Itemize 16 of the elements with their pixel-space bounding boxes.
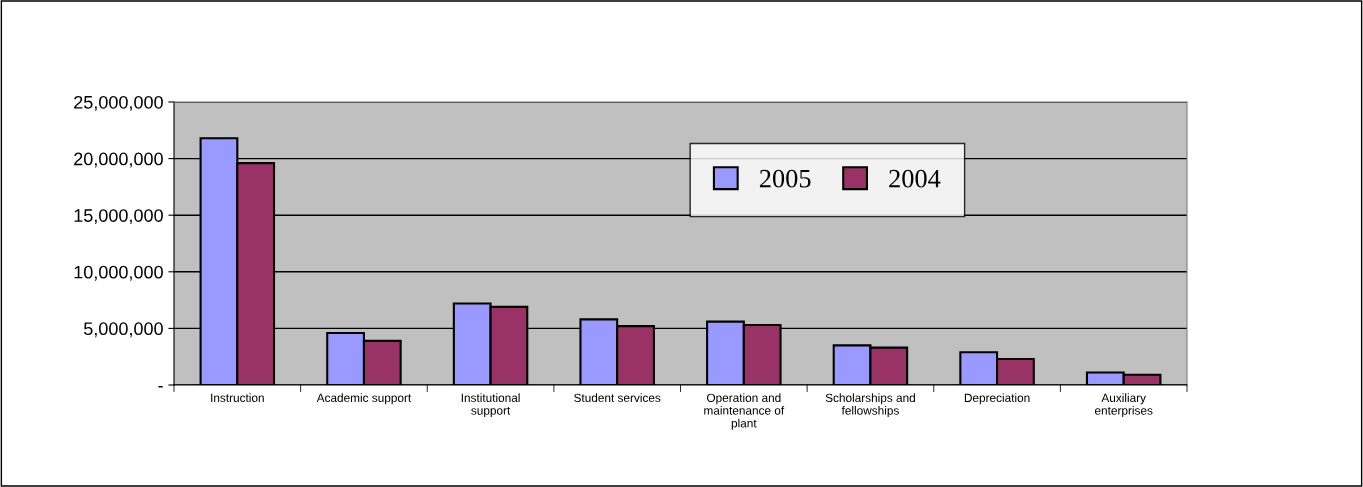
x-tick-label: Instruction (211, 393, 264, 402)
x-tick-label: Institutional support (461, 393, 520, 418)
x-tick-label: Student services (574, 393, 661, 402)
y-tick-label: 25,000,000 (74, 95, 163, 111)
x-tick-label: Auxiliary enterprises (1094, 393, 1153, 418)
y-tick-label: 20,000,000 (74, 152, 163, 168)
x-tick-label: Operation and maintenance of plant (704, 393, 785, 430)
x-tick-label: Scholarships and fellowships (825, 393, 915, 418)
y-tick-label: 5,000,000 (83, 322, 163, 338)
x-tick-label: Academic support (316, 393, 412, 405)
y-tick-label: 15,000,000 (74, 209, 163, 225)
x-tick-label: Depreciation (964, 393, 1030, 405)
legend-label: 2005 (759, 169, 811, 188)
y-tick-label: - (158, 386, 163, 388)
y-tick-label: 10,000,000 (74, 265, 163, 281)
legend-label: 2004 (889, 169, 941, 188)
